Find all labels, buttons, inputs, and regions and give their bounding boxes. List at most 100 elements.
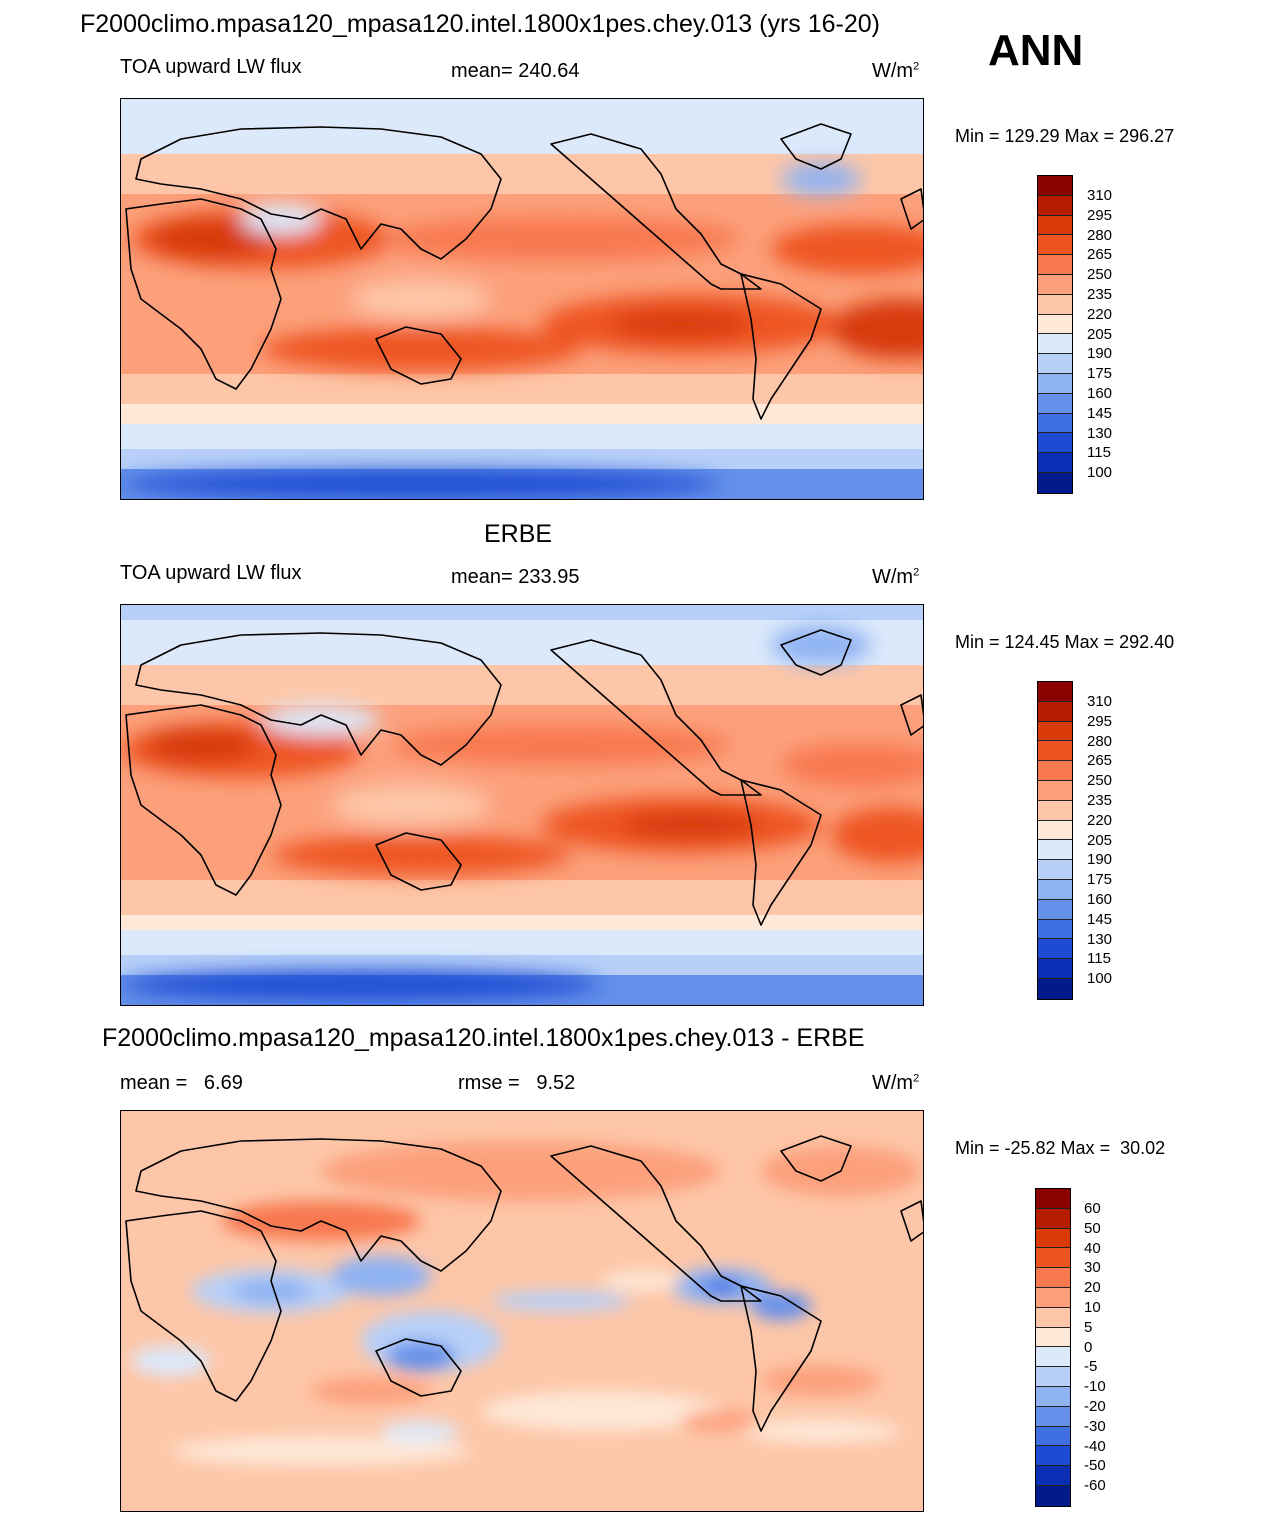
colorbar-swatch [1038, 919, 1072, 940]
colorbar-swatch [1038, 721, 1072, 742]
colorbar-swatch [1036, 1327, 1070, 1348]
colorbar-label: 115 [1087, 950, 1111, 968]
colorbar-swatch [1038, 860, 1072, 880]
panel1-map [120, 98, 924, 500]
colorbar-label: 265 [1087, 246, 1113, 264]
panel2-map-field [121, 605, 923, 1005]
panel2-minmax: Min = 124.45 Max = 292.40 [955, 632, 1175, 652]
colorbar-swatch [1038, 354, 1072, 374]
colorbar-label: 295 [1087, 712, 1113, 730]
colorbar-swatch [1038, 800, 1072, 821]
colorbar-swatch [1038, 294, 1072, 315]
colorbar-label: 220 [1087, 811, 1113, 829]
colorbar-label: 310 [1087, 693, 1113, 710]
colorbar-swatch [1038, 741, 1072, 762]
panel2-colorbar [1037, 681, 1073, 1000]
colorbar-swatch [1038, 215, 1072, 236]
colorbar-swatch [1038, 761, 1072, 781]
colorbar-label: 235 [1087, 286, 1113, 303]
colorbar-label: -60 [1084, 1477, 1106, 1495]
season-label: ANN [988, 26, 1084, 75]
colorbar-label: 310 [1087, 187, 1113, 204]
colorbar-swatch [1036, 1446, 1070, 1467]
colorbar-swatch [1038, 433, 1072, 454]
colorbar-label: -30 [1084, 1417, 1106, 1435]
panel1-variable: TOA upward LW flux [120, 56, 302, 78]
panel2-variable: TOA upward LW flux [120, 562, 302, 584]
colorbar-swatch [1036, 1208, 1070, 1229]
colorbar-swatch [1038, 176, 1072, 196]
colorbar-swatch [1036, 1367, 1070, 1387]
panel3-minmax: Min = -25.82 Max = 30.02 [955, 1138, 1166, 1158]
panel1-coastlines [125, 123, 923, 420]
colorbar-label: 10 [1084, 1299, 1101, 1316]
colorbar-label: 50 [1084, 1219, 1101, 1237]
colorbar-swatch [1038, 840, 1072, 861]
panel1-map-field [121, 99, 923, 499]
panel1-colorbar [1037, 175, 1073, 494]
colorbar-label: 205 [1087, 325, 1113, 343]
colorbar-swatch [1036, 1287, 1070, 1308]
colorbar-label: -40 [1084, 1437, 1106, 1455]
panel3-mean: mean = 6.69 [120, 1072, 243, 1094]
colorbar-label: -5 [1084, 1358, 1098, 1376]
colorbar-swatch [1038, 939, 1072, 960]
colorbar-label: 160 [1087, 891, 1113, 908]
panel3-title: F2000climo.mpasa120_mpasa120.intel.1800x… [102, 1024, 865, 1052]
colorbar-label: 30 [1084, 1259, 1101, 1277]
colorbar-label: -50 [1084, 1457, 1106, 1475]
colorbar-swatch [1038, 959, 1072, 979]
colorbar-label: 295 [1087, 206, 1113, 224]
colorbar-swatch [1038, 274, 1072, 295]
colorbar-swatch [1036, 1485, 1070, 1506]
colorbar-swatch [1038, 682, 1072, 702]
colorbar-label: -10 [1084, 1378, 1106, 1396]
colorbar-swatch [1036, 1426, 1070, 1447]
panel3-rmse: rmse = 9.52 [458, 1072, 576, 1094]
panel2-mean: mean= 233.95 [451, 566, 580, 588]
colorbar-label: 60 [1084, 1200, 1101, 1217]
colorbar-label: 265 [1087, 752, 1113, 770]
colorbar-swatch [1036, 1406, 1070, 1427]
colorbar-label: 220 [1087, 305, 1113, 323]
colorbar-label: 20 [1084, 1279, 1101, 1297]
colorbar-swatch [1038, 413, 1072, 434]
colorbar-swatch [1038, 314, 1072, 335]
panel3-units: W/m2 [872, 1072, 920, 1094]
colorbar-swatch [1036, 1268, 1070, 1288]
colorbar-label: 115 [1087, 444, 1111, 462]
colorbar-label: 175 [1087, 871, 1113, 889]
colorbar-swatch [1038, 472, 1072, 493]
colorbar-label: 190 [1087, 851, 1113, 869]
panel2-coastlines [125, 629, 923, 926]
colorbar-label: 250 [1087, 266, 1113, 284]
colorbar-label: 145 [1087, 404, 1113, 422]
colorbar-swatch [1038, 780, 1072, 801]
panel2-title: ERBE [484, 520, 553, 548]
colorbar-label: 130 [1087, 424, 1113, 442]
colorbar-label: 100 [1087, 970, 1113, 988]
colorbar-label: 235 [1087, 792, 1113, 809]
colorbar-swatch [1038, 334, 1072, 355]
colorbar-swatch [1036, 1386, 1070, 1407]
colorbar-swatch [1036, 1307, 1070, 1328]
colorbar-label: 280 [1087, 226, 1113, 244]
panel1-units: W/m2 [872, 60, 920, 82]
colorbar-label: 5 [1084, 1318, 1093, 1336]
colorbar-label: 0 [1084, 1338, 1093, 1356]
colorbar-swatch [1038, 235, 1072, 256]
colorbar-swatch [1038, 978, 1072, 999]
colorbar-swatch [1036, 1466, 1070, 1486]
colorbar-swatch [1036, 1228, 1070, 1249]
panel2-units: W/m2 [872, 566, 920, 588]
colorbar-label: 130 [1087, 930, 1113, 948]
colorbar-label: 190 [1087, 345, 1113, 363]
colorbar-swatch [1038, 195, 1072, 216]
panel3-map [120, 1110, 924, 1512]
colorbar-label: 280 [1087, 732, 1113, 750]
colorbar-swatch [1038, 393, 1072, 414]
colorbar-swatch [1036, 1189, 1070, 1209]
colorbar-label: 250 [1087, 772, 1113, 790]
colorbar-swatch [1038, 879, 1072, 900]
figure-title: F2000climo.mpasa120_mpasa120.intel.1800x… [80, 10, 881, 38]
